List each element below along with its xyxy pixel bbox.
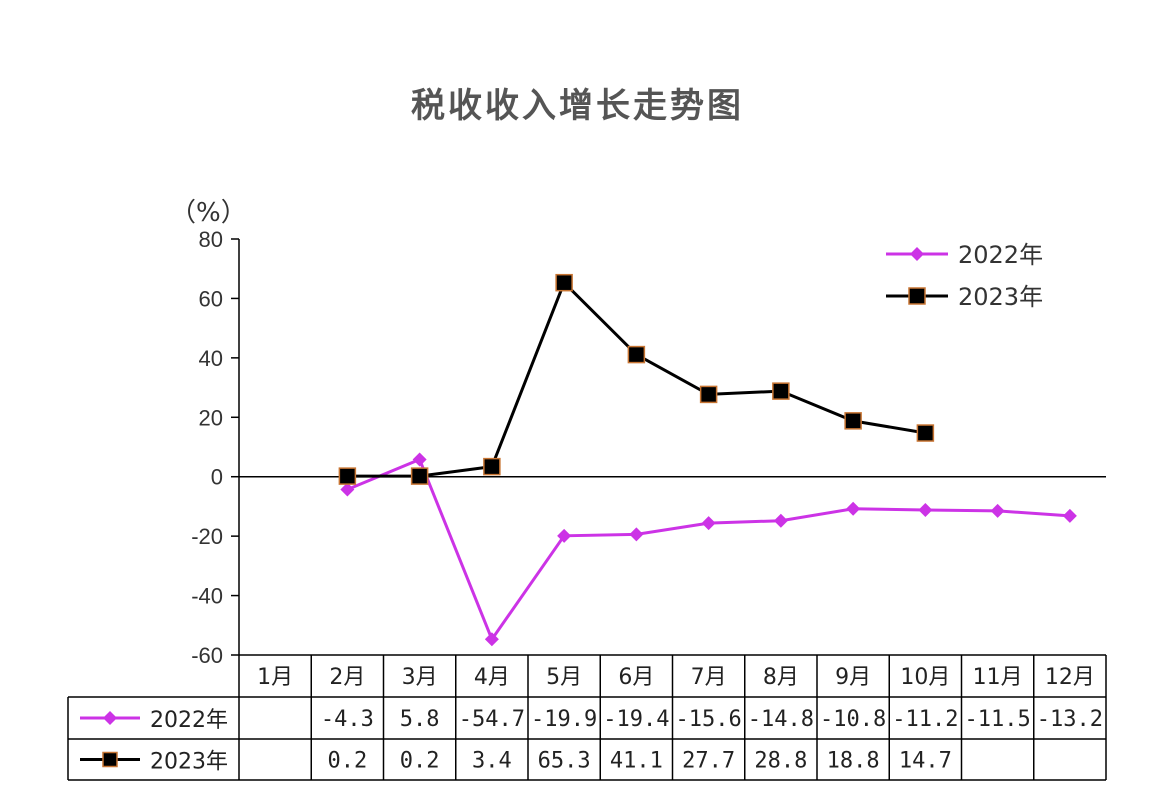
x-tick-label: 2月 — [329, 665, 365, 690]
y-tick-label: 40 — [199, 346, 223, 371]
y-tick-label: 20 — [199, 405, 223, 430]
axes: 80 60 40 20 0 -20 -40 -60 — [191, 227, 1106, 668]
table-cell-value: -4.3 — [321, 707, 374, 732]
data-point-2022 — [557, 528, 572, 543]
y-tick-label: 60 — [199, 286, 223, 311]
table-cell-value: 0.2 — [400, 749, 440, 774]
data-point-2022 — [1062, 508, 1077, 523]
data-point-2023 — [410, 467, 429, 485]
table-cell-value: 0.2 — [328, 749, 368, 774]
legend-label: 2023年 — [958, 283, 1043, 311]
table-cell-value: 27.7 — [682, 749, 735, 774]
data-point-2022 — [701, 516, 716, 531]
table-cell-value: -19.4 — [603, 707, 669, 732]
x-tick-label: 1月 — [257, 665, 293, 690]
series-line-0 — [346, 457, 1071, 643]
table-cell-value: -14.8 — [748, 707, 814, 732]
table-series-name: 2023年 — [150, 750, 228, 775]
data-point-2022 — [846, 501, 861, 516]
data-point-2023 — [772, 382, 790, 400]
y-axis-unit: （%） — [170, 198, 247, 228]
data-point-2023 — [555, 273, 573, 292]
data-point-2023 — [338, 467, 357, 485]
data-point-2022 — [484, 632, 499, 647]
series-line-1 — [347, 280, 926, 478]
legend-label: 2022年 — [958, 241, 1043, 269]
x-tick-label: 6月 — [618, 665, 654, 690]
table-cell-value: 18.8 — [827, 749, 880, 774]
data-point-2022 — [773, 513, 788, 528]
x-tick-label: 3月 — [402, 665, 438, 690]
table-series-name: 2022年 — [150, 708, 228, 733]
data-point-2022 — [340, 482, 355, 497]
y-tick-label: 0 — [211, 465, 223, 490]
table-cell-value: -15.6 — [676, 707, 742, 732]
table-cell-value: 14.7 — [899, 749, 952, 774]
x-tick-label: 10月 — [900, 665, 950, 690]
legend: 2022年 2023年 — [886, 241, 1043, 311]
table-cell-value: 28.8 — [754, 749, 807, 774]
table-cell-value: 3.4 — [472, 749, 512, 774]
x-tick-label: 7月 — [691, 665, 727, 690]
series-layer — [338, 273, 1077, 647]
data-point-2023 — [483, 457, 501, 476]
data-point-2023 — [699, 385, 718, 404]
x-tick-label: 8月 — [763, 665, 799, 690]
data-point-2023 — [627, 345, 646, 364]
x-tick-label: 4月 — [474, 665, 510, 690]
x-tick-label: 11月 — [973, 665, 1023, 690]
data-point-2022 — [990, 503, 1005, 518]
table-legend-key-marker — [102, 751, 118, 768]
table-cell-value: -13.2 — [1037, 707, 1103, 732]
x-tick-label: 9月 — [835, 665, 871, 690]
y-tick-label: -60 — [191, 643, 223, 668]
y-tick-label: -40 — [191, 584, 223, 609]
table-cell-value: -11.5 — [965, 707, 1031, 732]
table-cell-value: -54.7 — [459, 707, 525, 732]
table-cell-value: 65.3 — [538, 749, 591, 774]
y-tick-label: -20 — [191, 524, 223, 549]
x-tick-label: 12月 — [1045, 665, 1095, 690]
table-cell-value: 41.1 — [610, 749, 663, 774]
legend-marker — [908, 287, 926, 305]
table-cell-value: -11.2 — [892, 707, 958, 732]
table-cell-value: 5.8 — [400, 707, 440, 732]
data-point-2022 — [412, 452, 427, 467]
data-point-2023 — [844, 412, 862, 430]
table-cell-value: -10.8 — [820, 707, 886, 732]
data-point-2022 — [918, 502, 933, 517]
table-legend-key-marker — [103, 711, 117, 725]
data-point-2023 — [916, 424, 935, 442]
chart-title: 税收收入增长走势图 — [411, 86, 744, 126]
table-cell-value: -19.9 — [531, 707, 597, 732]
data-point-2022 — [629, 527, 644, 542]
legend-marker — [910, 247, 924, 261]
y-tick-label: 80 — [199, 227, 223, 252]
x-tick-label: 5月 — [546, 665, 582, 690]
